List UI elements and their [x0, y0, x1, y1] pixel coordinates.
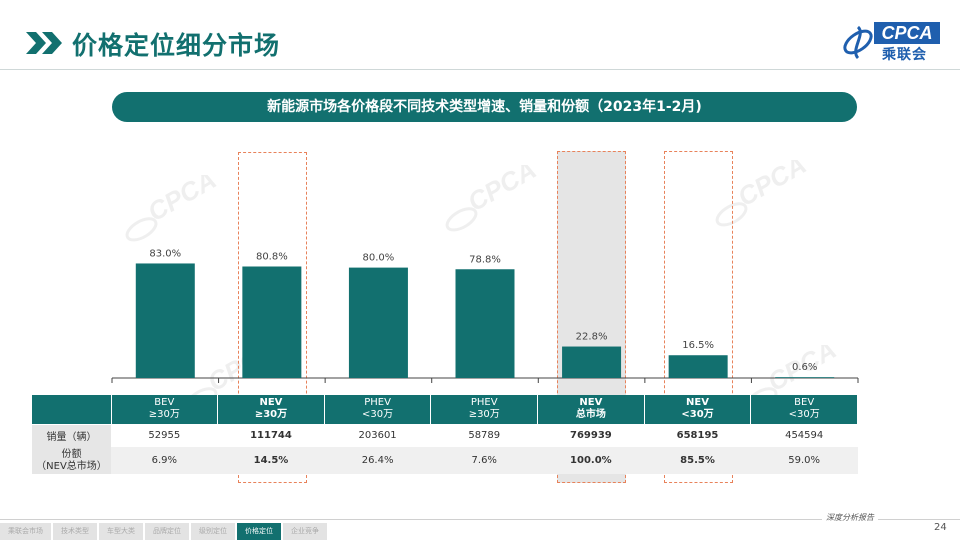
section-nav: 乘联会市场 技术类型 车型大类 品牌定位 级别定位 价格定位 企业竞争 — [0, 523, 329, 540]
footer-divider — [0, 519, 960, 520]
nav-tab[interactable]: 车型大类 — [99, 523, 143, 540]
table-cell: 7.6% — [430, 447, 538, 474]
bar — [135, 263, 195, 378]
table-cell: 14.5% — [217, 447, 325, 474]
logo-cn-text: 乘联会 — [882, 47, 927, 63]
chart-title: 新能源市场各价格段不同技术类型增速、销量和份额（2023年1-2月) — [112, 92, 857, 122]
bar — [562, 346, 622, 378]
table-header-cell: NEV 总市场 — [537, 395, 645, 424]
bar — [668, 355, 728, 378]
nav-tab[interactable]: 级别定位 — [191, 523, 235, 540]
data-label: 0.6% — [792, 362, 817, 373]
highlight-box-nev-lt30 — [664, 151, 733, 483]
bar — [242, 266, 302, 378]
data-label: 22.8% — [576, 332, 608, 343]
data-label: 83.0% — [149, 248, 181, 259]
table-header-cell: NEV <30万 — [644, 395, 752, 424]
header-divider — [0, 69, 960, 70]
table-cell: 658195 — [644, 423, 751, 447]
bar — [775, 377, 835, 378]
table-cell: 85.5% — [644, 447, 751, 474]
bar — [348, 267, 408, 378]
nav-tab[interactable]: 企业竞争 — [283, 523, 327, 540]
table-cell: 454594 — [750, 423, 858, 447]
data-table: BEV ≥30万 NEV ≥30万 PHEV <30万 PHEV ≥30万 NEV 总市场… — [32, 395, 858, 474]
table-header-row: BEV ≥30万 NEV ≥30万 PHEV <30万 PHEV ≥30万 NEV 总市场… — [32, 395, 858, 424]
highlight-box-nev-ge30 — [238, 152, 307, 483]
table-cell: 100.0% — [537, 447, 645, 474]
bar — [455, 269, 515, 378]
table-cell: 769939 — [537, 423, 645, 447]
data-label: 80.0% — [363, 253, 395, 264]
data-label: 80.8% — [256, 251, 288, 262]
table-cell: 52955 — [111, 423, 218, 447]
footer-slogan: 深度分析报告 — [822, 512, 878, 523]
table-cell: 26.4% — [324, 447, 431, 474]
table-header-corner — [32, 395, 112, 424]
table-row-sales: 销量（辆） 52955 111744 203601 58789 769939 6… — [32, 423, 858, 447]
row-label-sales: 销量（辆） — [32, 423, 111, 447]
page-number: 24 — [934, 522, 947, 533]
table-cell: 59.0% — [750, 447, 858, 474]
table-header-cell: PHEV <30万 — [324, 395, 432, 424]
chevron-double-icon — [26, 32, 62, 54]
table-header-cell: BEV ≥30万 — [111, 395, 219, 424]
highlight-box-nev-total — [557, 151, 626, 483]
nav-tab[interactable]: 技术类型 — [53, 523, 97, 540]
table-cell: 203601 — [324, 423, 431, 447]
page-title: 价格定位细分市场 — [72, 31, 281, 60]
nav-tab[interactable]: 乘联会市场 — [0, 523, 51, 540]
table-header-cell: BEV <30万 — [750, 395, 858, 424]
nav-tab[interactable]: 价格定位 — [237, 523, 281, 540]
table-cell: 111744 — [217, 423, 325, 447]
table-header-cell: NEV ≥30万 — [217, 395, 325, 424]
data-label: 78.8% — [469, 254, 501, 265]
data-label: 16.5% — [682, 340, 714, 351]
table-cell: 6.9% — [111, 447, 218, 474]
table-header-cell: PHEV ≥30万 — [430, 395, 539, 424]
table-row-share: 份额 （NEV总市场） 6.9% 14.5% 26.4% 7.6% 100.0% … — [32, 447, 858, 474]
row-label-share: 份额 （NEV总市场） — [32, 447, 111, 474]
logo-swirl-icon — [843, 25, 873, 60]
cpca-logo: CPCA 乘联会 — [838, 20, 942, 64]
table-cell: 58789 — [430, 423, 538, 447]
logo-cpca-text: CPCA — [874, 22, 940, 44]
nav-tab[interactable]: 品牌定位 — [145, 523, 189, 540]
